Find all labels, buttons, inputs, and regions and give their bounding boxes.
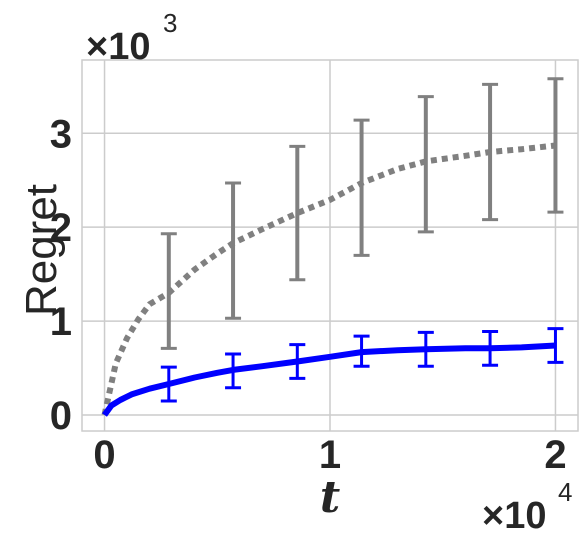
series-0-errorbar-5 <box>482 82 499 222</box>
y-multiplier-exponent: 3 <box>163 8 177 38</box>
series-1-errorbar-3 <box>353 334 370 368</box>
series-1-errorbar-5 <box>482 329 499 367</box>
series-0-errorbar-1 <box>225 181 242 320</box>
y-tick-label-3: 3 <box>50 112 72 156</box>
series-layer <box>101 77 564 417</box>
y-multiplier-base: ×10 <box>86 26 150 68</box>
y-multiplier: ×10 3 <box>86 8 177 68</box>
y-axis-label: Regret <box>17 184 66 316</box>
series-0-errorbar-4 <box>417 95 434 234</box>
x-tick-label-0: 0 <box>93 433 115 477</box>
series-1-errorbar-4 <box>417 330 434 368</box>
x-multiplier-exponent: 4 <box>558 477 572 507</box>
y-tick-label-0: 0 <box>50 394 72 438</box>
series-1-errorbar-2 <box>289 343 306 380</box>
x-tick-label-1: 1 <box>319 433 341 477</box>
y-tick-label-1: 1 <box>50 300 72 344</box>
grid <box>82 60 578 431</box>
x-multiplier: ×10 4 <box>482 477 572 537</box>
series-0-errorbar-3 <box>353 118 370 257</box>
series-0-errorbar-6 <box>547 77 564 214</box>
y-tick-label-2: 2 <box>50 206 72 250</box>
tick-labels: 0 1 2 0 1 2 3 <box>50 112 567 477</box>
x-multiplier-base: ×10 <box>482 495 546 537</box>
x-axis-label: t <box>320 472 340 523</box>
series-1-errorbar-6 <box>547 327 564 364</box>
series-0-errorbar-0 <box>160 232 177 350</box>
series-1-line <box>102 342 556 417</box>
plot-frame <box>81 59 579 432</box>
series-0-line <box>101 142 556 416</box>
series-1-errorbar-1 <box>225 352 242 390</box>
series-1-errorbar-0 <box>160 365 177 403</box>
series-0-errorbar-2 <box>289 144 306 282</box>
x-tick-label-2: 2 <box>544 433 566 477</box>
